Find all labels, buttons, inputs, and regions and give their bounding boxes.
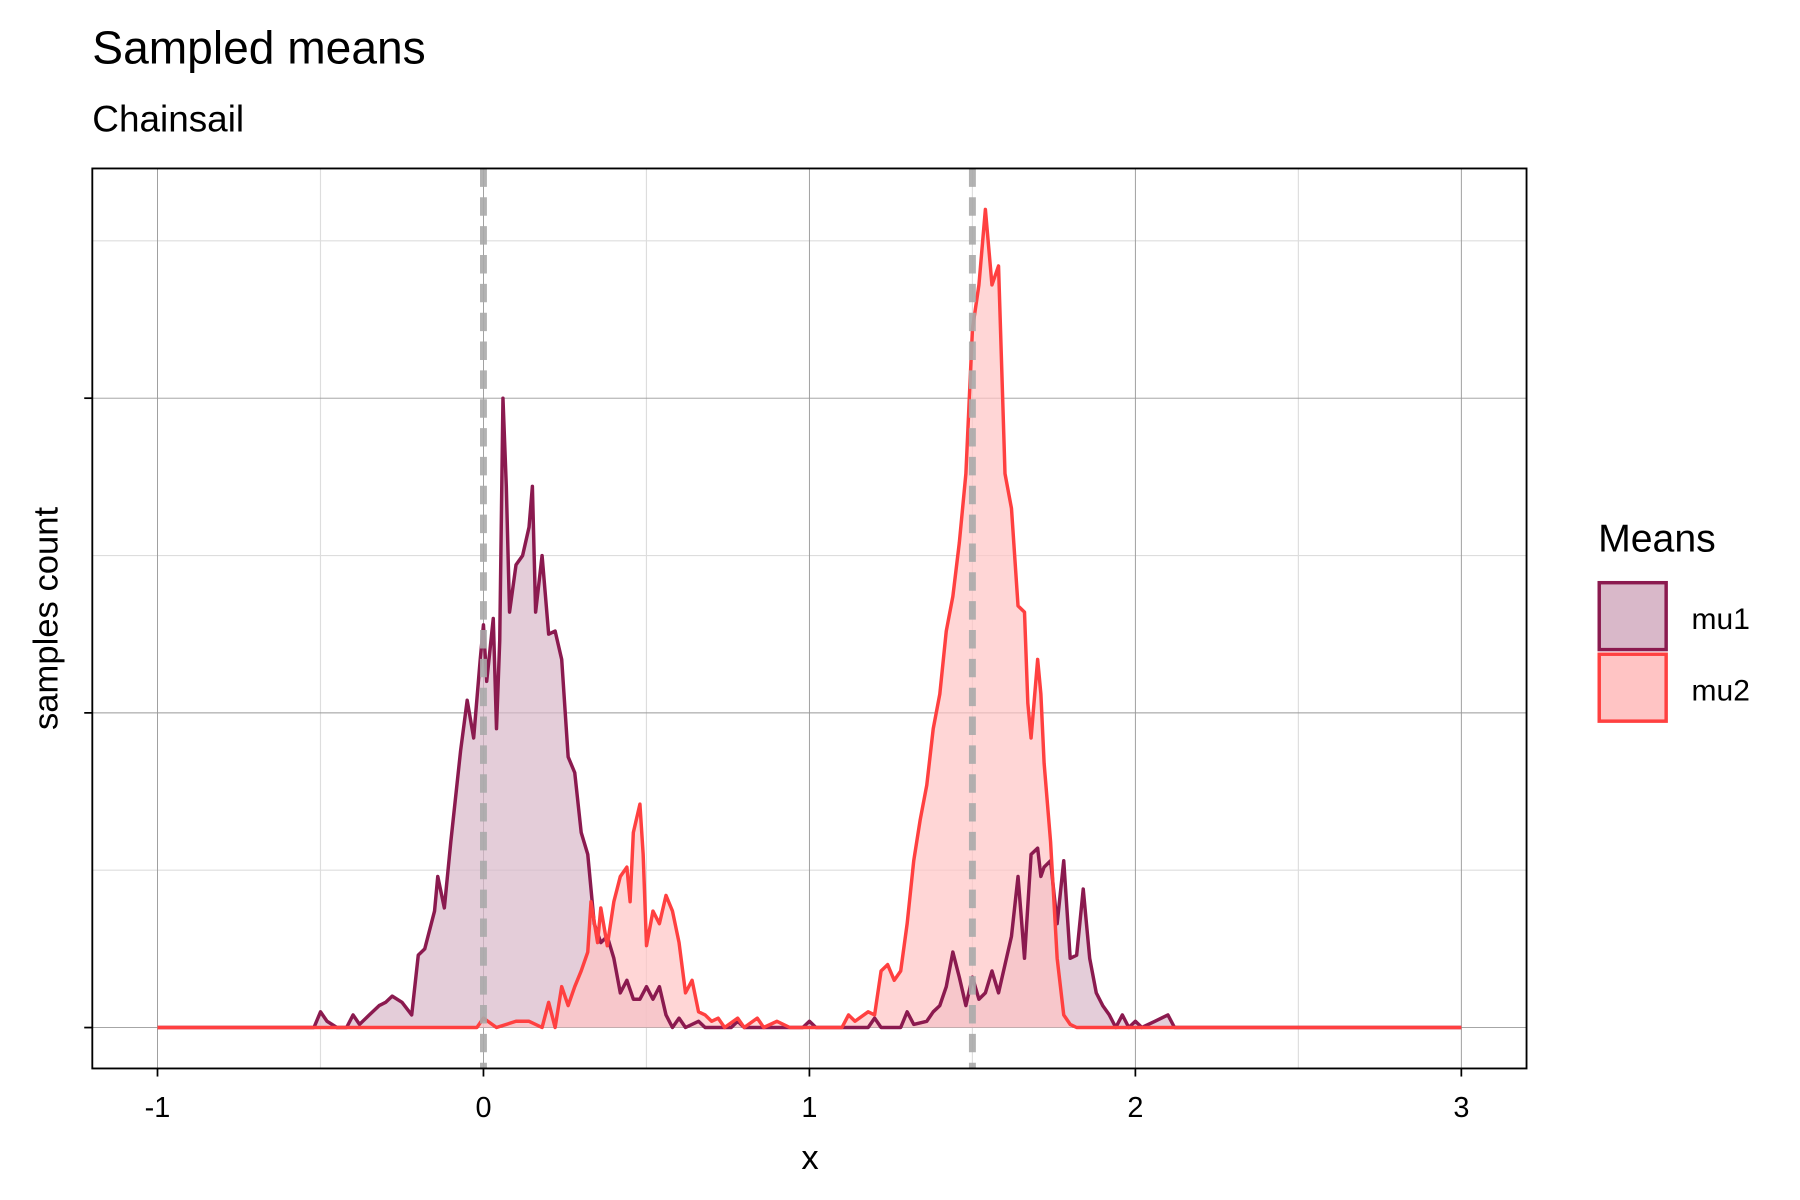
x-axis-label: x xyxy=(801,1139,818,1177)
x-tick-label: 0 xyxy=(475,1092,491,1124)
legend-title: Means xyxy=(1598,517,1716,561)
line xyxy=(157,396,1462,1030)
x-tick-label: 1 xyxy=(801,1092,817,1124)
axes: -1 0 1 2 3 xyxy=(84,167,1528,1124)
chart-title: Sampled means xyxy=(92,21,425,73)
x-tick-label: 3 xyxy=(1453,1092,1469,1124)
legend-label: mu2 xyxy=(1692,674,1750,707)
legend-swatch xyxy=(1597,580,1668,652)
x-tick-label: 2 xyxy=(1127,1092,1143,1124)
y-axis-label: samples count xyxy=(28,507,66,731)
legend: mu1 mu2 xyxy=(1597,580,1750,723)
line xyxy=(157,207,1462,1030)
legend-label: mu1 xyxy=(1692,603,1750,636)
chart-subtitle: Chainsail xyxy=(92,99,244,140)
plot-area xyxy=(157,168,1462,1069)
grid xyxy=(92,168,1527,1069)
legend-swatch xyxy=(1597,652,1668,723)
x-tick-label: -1 xyxy=(145,1092,171,1124)
